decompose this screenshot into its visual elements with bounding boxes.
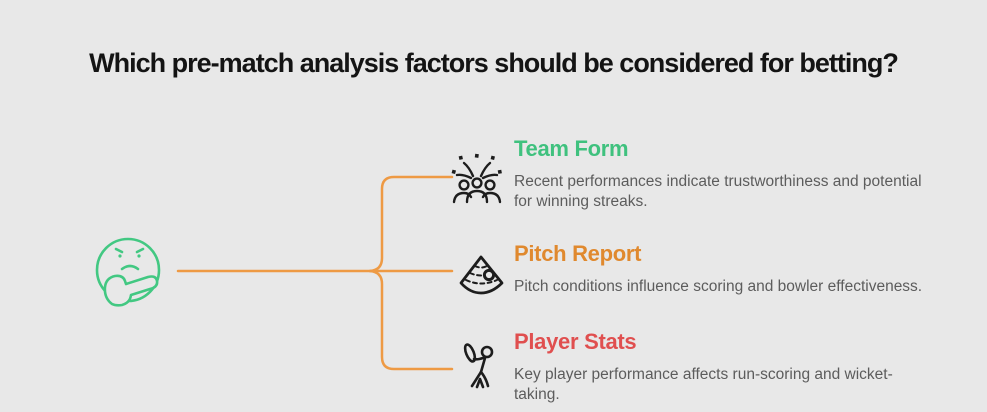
thinking-face-icon: [95, 237, 161, 307]
factor-description-team-form: Recent performances indicate trustworthi…: [514, 173, 922, 210]
factor-title-team-form: Team Form: [514, 136, 629, 161]
factor-team-form: Team Form Recent performances indicate t…: [514, 136, 987, 211]
pitch-sector-icon: [459, 255, 504, 295]
factor-player-stats: Player Stats Key player performance affe…: [514, 329, 987, 404]
factor-description-pitch-report: Pitch conditions influence scoring and b…: [514, 278, 923, 296]
team-celebration-icon: [451, 153, 502, 204]
page-title: Which pre-match analysis factors should …: [89, 48, 899, 78]
factor-title-pitch-report: Pitch Report: [514, 241, 642, 266]
factor-description-player-stats: Key player performance affects run-scori…: [514, 366, 893, 403]
factor-pitch-report: Pitch Report Pitch conditions influence …: [514, 241, 987, 297]
factor-title-player-stats: Player Stats: [514, 329, 637, 354]
batsman-icon: [463, 343, 494, 389]
